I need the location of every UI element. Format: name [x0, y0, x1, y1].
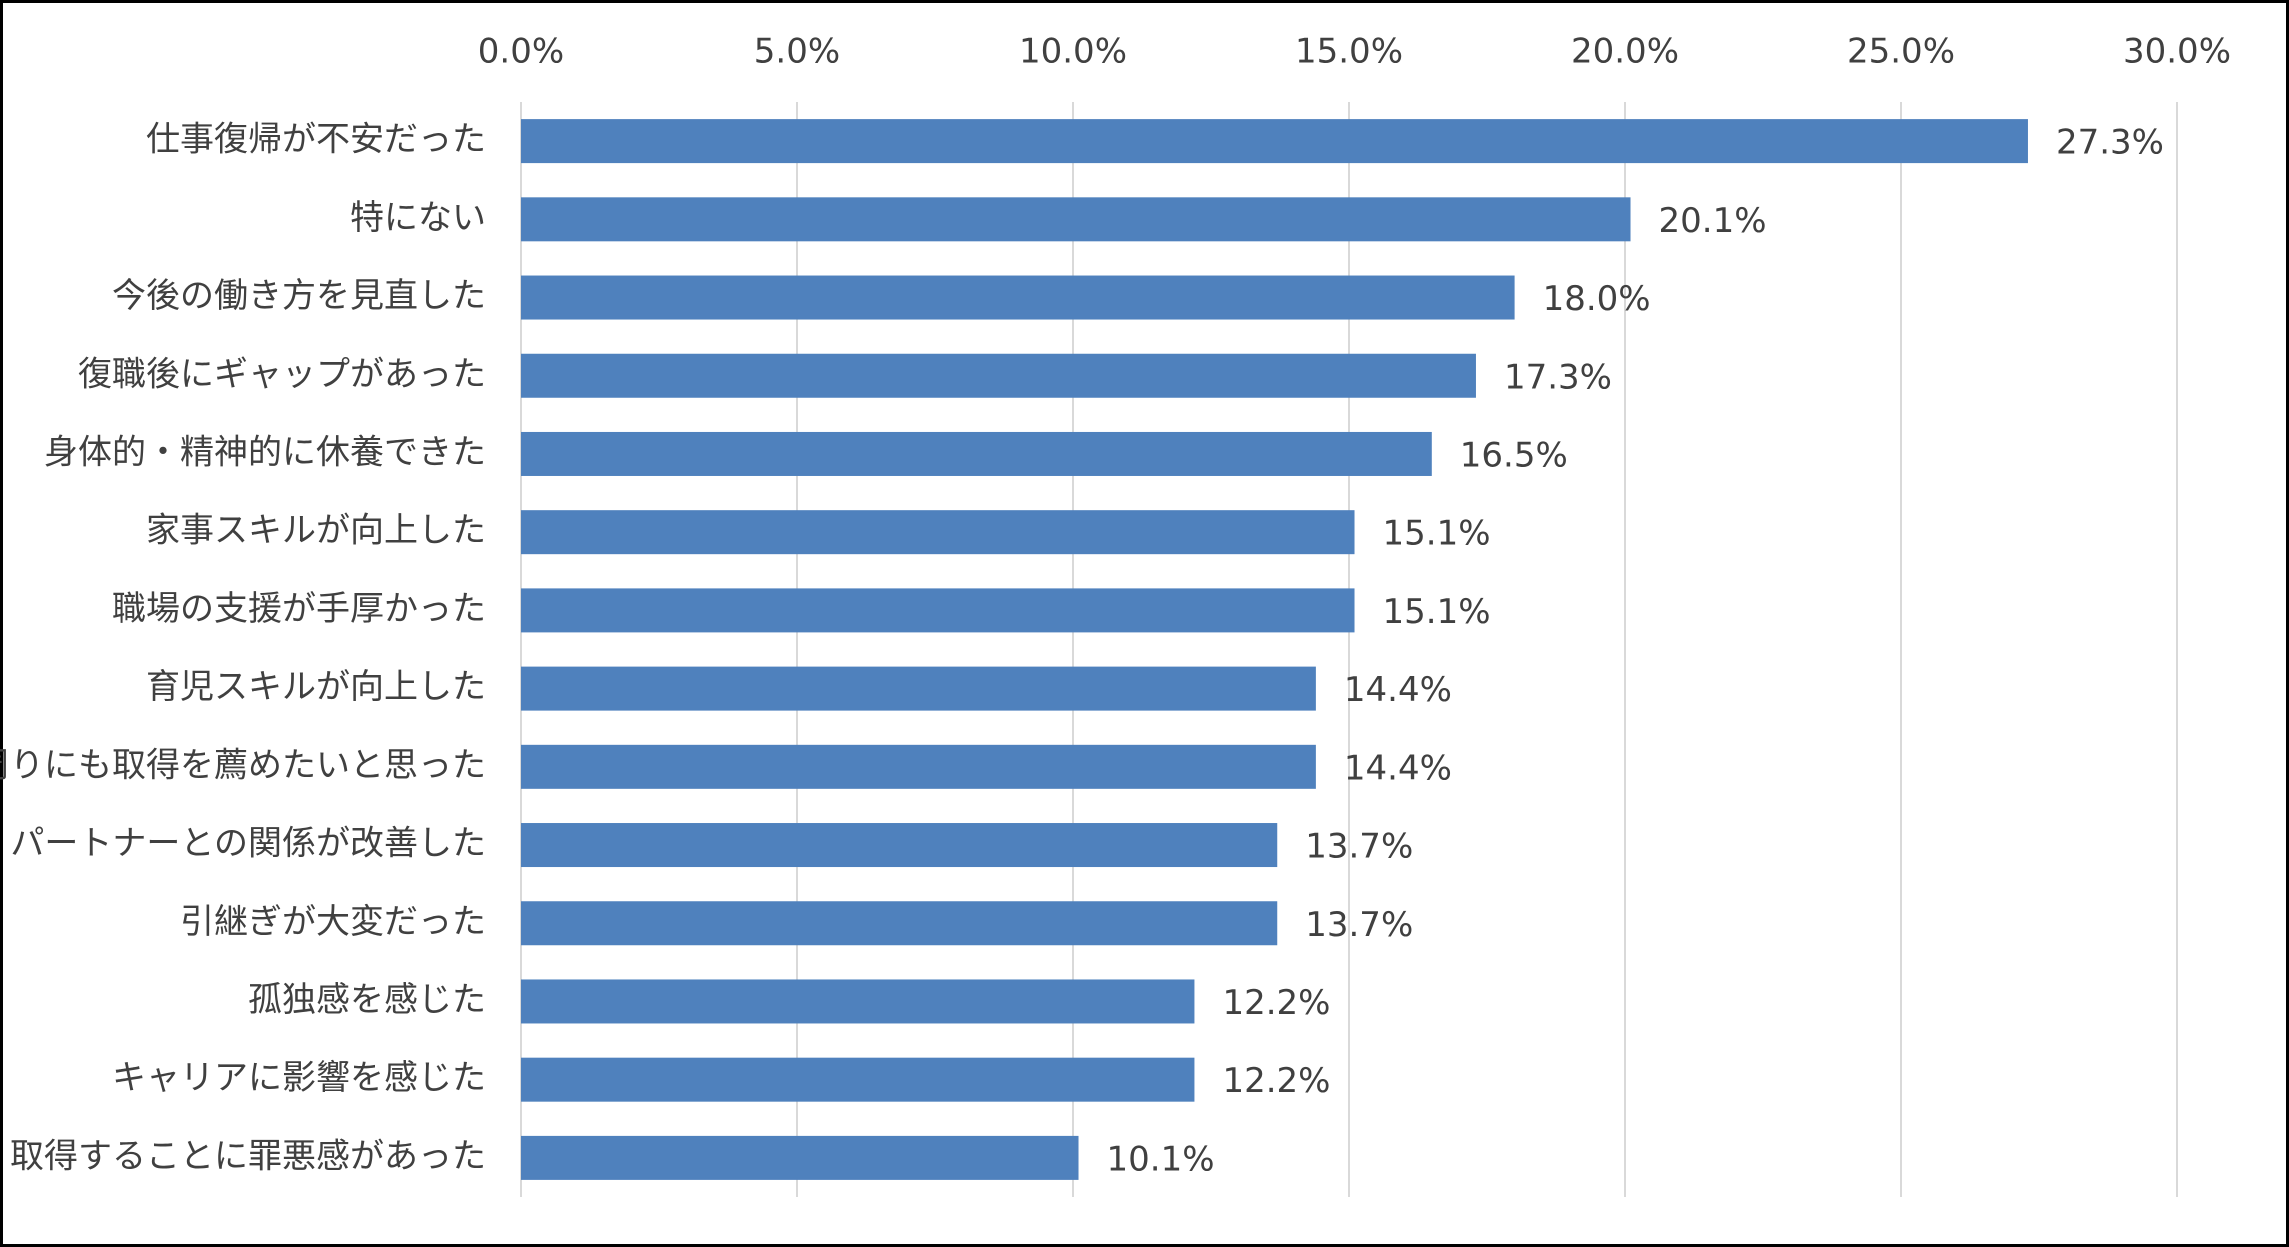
x-tick-label: 30.0% — [2123, 32, 2231, 72]
x-tick-label: 15.0% — [1295, 32, 1403, 72]
y-tick-label: 仕事復帰が不安だった — [146, 120, 486, 160]
data-label: 27.3% — [2056, 123, 2164, 163]
bar — [521, 275, 1515, 320]
y-tick-label: 育児スキルが向上した — [146, 667, 486, 707]
bar — [521, 901, 1278, 946]
bar — [521, 744, 1316, 789]
x-tick-label: 25.0% — [1847, 32, 1955, 72]
data-label: 18.0% — [1543, 279, 1651, 319]
y-tick-label: パートナーとの関係が改善した — [10, 824, 486, 864]
y-tick-label: 特にない — [350, 198, 486, 238]
bar — [521, 823, 1278, 868]
bar — [521, 1135, 1079, 1180]
data-label: 10.1% — [1107, 1139, 1215, 1179]
x-tick-label: 0.0% — [478, 32, 564, 72]
y-tick-label: キャリアに影響を感じた — [112, 1058, 486, 1098]
data-label: 12.2% — [1222, 1061, 1330, 1101]
y-tick-label: 引継ぎが大変だった — [180, 902, 486, 942]
y-tick-label: 復職後にギャップがあった — [78, 354, 486, 394]
bar — [521, 979, 1195, 1024]
bar — [521, 1057, 1195, 1102]
y-tick-label: 取得することに罪悪感があった — [10, 1136, 486, 1176]
y-tick-label: 身体的・精神的に休養できた — [44, 432, 486, 472]
data-label: 13.7% — [1305, 905, 1413, 945]
data-label: 15.1% — [1383, 514, 1491, 554]
y-tick-label: 家事スキルが向上した — [146, 511, 486, 551]
x-tick-label: 5.0% — [754, 32, 840, 72]
bar — [521, 431, 1432, 476]
bar — [521, 353, 1476, 398]
data-label: 12.2% — [1222, 983, 1330, 1023]
bar — [521, 666, 1316, 711]
data-label: 15.1% — [1383, 592, 1491, 632]
y-tick-label: 孤独感を感じた — [248, 980, 486, 1020]
data-label: 13.7% — [1305, 827, 1413, 867]
bar — [521, 510, 1355, 555]
data-label: 17.3% — [1504, 357, 1612, 397]
data-label: 14.4% — [1344, 670, 1452, 710]
data-label: 16.5% — [1460, 435, 1568, 475]
data-label: 14.4% — [1344, 748, 1452, 788]
bar — [521, 119, 2028, 164]
bar — [521, 588, 1355, 633]
y-tick-label: 職場の支援が手厚かった — [112, 589, 486, 629]
bar — [521, 197, 1631, 242]
x-tick-label: 10.0% — [1019, 32, 1127, 72]
x-tick-label: 20.0% — [1571, 32, 1679, 72]
data-label: 20.1% — [1659, 201, 1767, 241]
y-tick-label: 今後の働き方を見直した — [112, 276, 486, 316]
y-tick-label: 周りにも取得を薦めたいと思った — [0, 745, 486, 785]
